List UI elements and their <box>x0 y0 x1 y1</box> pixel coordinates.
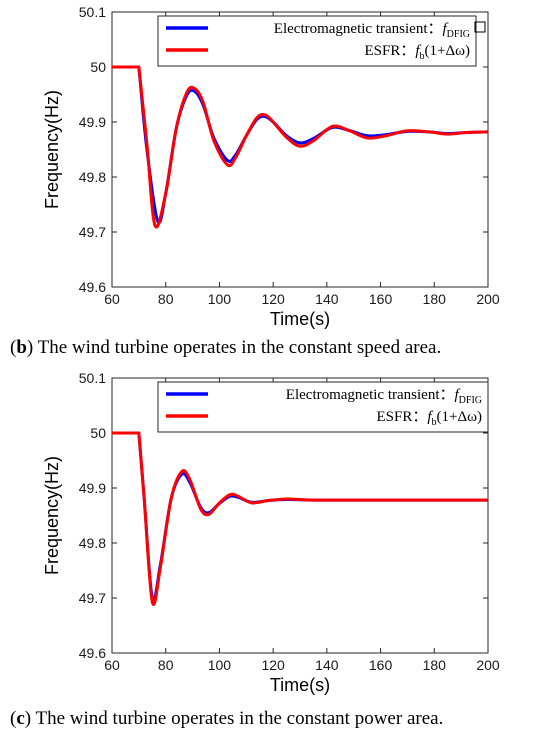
y-tick-label-b-2: 49.8 <box>79 169 106 185</box>
x-tick-label-b-3: 120 <box>261 291 285 307</box>
x-tick-label-c-4: 140 <box>315 657 339 673</box>
y-tick-label-c-3: 49.9 <box>79 480 106 496</box>
y-tick-label-c-0: 49.6 <box>79 645 106 661</box>
legend-label-b-0: Electromagnetic transient：fDFIG <box>274 21 470 40</box>
y-tick-label-c-1: 49.7 <box>79 590 106 606</box>
legend-marker-box-b <box>474 21 486 33</box>
plot-frame-b <box>111 11 489 288</box>
x-tick-label-b-1: 80 <box>158 291 174 307</box>
y-axis-label-b: Frequency(Hz) <box>42 90 62 209</box>
legend-label-c-1: ESFR：fb(1+Δω) <box>377 409 483 428</box>
legend-label-c-0: Electromagnetic transient：fDFIG <box>286 387 482 406</box>
x-tick-label-c-5: 160 <box>369 657 393 673</box>
chart-panel-c: 60 80 100 120 140 160 180 200 49.6 49.7 49.8 49.9 50… <box>0 366 550 739</box>
plot-frame-c <box>111 377 489 654</box>
x-tick-label-b-7: 200 <box>476 291 500 307</box>
caption-b: (b) The wind turbine operates in the con… <box>10 337 442 358</box>
x-tick-label-c-0: 60 <box>104 657 120 673</box>
caption-text-b: The wind turbine operates in the constan… <box>37 337 442 358</box>
x-tick-label-c-2: 100 <box>208 657 232 673</box>
x-axis-label-c: Time(s) <box>270 675 330 695</box>
y-tick-label-b-3: 49.9 <box>79 114 106 130</box>
x-tick-label-c-6: 180 <box>423 657 447 673</box>
caption-text-c: The wind turbine operates in the constan… <box>35 708 444 729</box>
y-axis-label-c: Frequency(Hz) <box>42 456 62 575</box>
legend-box-c <box>157 381 489 433</box>
x-tick-label-b-0: 60 <box>104 291 120 307</box>
legend-label-b-1: ESFR：fb(1+Δω) <box>365 43 471 62</box>
chart-panel-b: 60 80 100 120 140 160 180 200 49.6 49.7 49.8 49.9 50… <box>10 4 500 358</box>
frequency-chart-b: 60 80 100 120 140 160 180 200 49.6 49.7 49.8 49.9 50… <box>42 4 500 329</box>
x-tick-label-b-6: 180 <box>423 291 447 307</box>
y-tick-label-c-4: 50 <box>90 425 106 441</box>
frequency-chart-c: 60 80 100 120 140 160 180 200 49.6 49.7 49.8 49.9 50… <box>42 370 500 695</box>
y-tick-label-c-5: 50.1 <box>79 370 106 386</box>
series-line-b-1 <box>112 65 489 229</box>
caption-c: (c) The wind turbine operates in the con… <box>10 708 444 729</box>
caption-label-c: c <box>16 708 25 729</box>
x-tick-label-c-7: 200 <box>476 657 500 673</box>
y-tick-label-b-0: 49.6 <box>79 279 106 295</box>
x-tick-label-b-4: 140 <box>315 291 339 307</box>
x-axis-label-b: Time(s) <box>270 309 330 329</box>
x-tick-label-b-2: 100 <box>208 291 232 307</box>
caption-label-b: b <box>16 337 27 358</box>
y-tick-label-b-1: 49.7 <box>79 224 106 240</box>
legend-box-b <box>157 15 477 67</box>
series-line-c-1 <box>112 431 488 606</box>
y-tick-label-b-5: 50.1 <box>79 4 106 20</box>
x-tick-label-c-3: 120 <box>261 657 285 673</box>
y-tick-label-c-2: 49.8 <box>79 535 106 551</box>
y-tick-label-b-4: 50 <box>90 59 106 75</box>
x-tick-label-c-1: 80 <box>158 657 174 673</box>
x-tick-label-b-5: 160 <box>369 291 393 307</box>
